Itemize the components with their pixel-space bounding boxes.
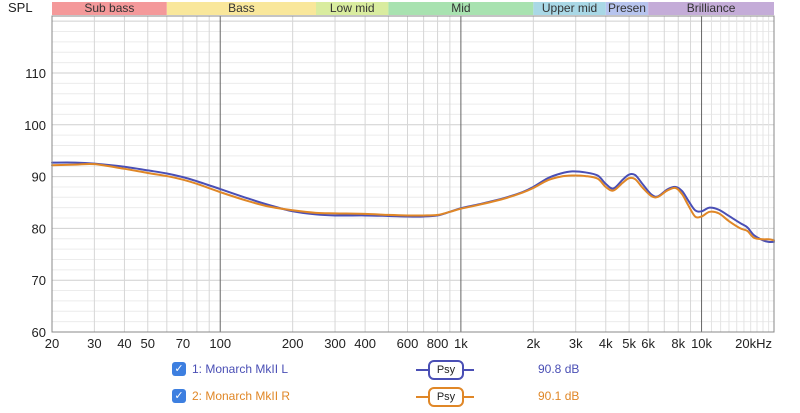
y-tick-label: 100 — [24, 118, 46, 133]
x-tick-label: 70 — [176, 336, 190, 351]
band-5 — [605, 2, 649, 15]
grid — [51, 16, 775, 333]
band-label: Sub bass — [84, 1, 134, 15]
psy-button[interactable]: Psy — [428, 360, 464, 380]
series-lines — [51, 161, 775, 243]
series-name[interactable]: 1: Monarch MkII L — [192, 362, 289, 376]
band-6 — [648, 2, 774, 15]
band-4 — [533, 2, 606, 15]
band-label: Presen — [608, 1, 646, 15]
band-label: Low mid — [330, 1, 375, 15]
band-3 — [388, 2, 534, 15]
band-0 — [52, 2, 167, 15]
x-tick-label: 3k — [569, 336, 583, 351]
series-value: 90.1 dB — [538, 389, 580, 403]
band-label: Bass — [228, 1, 255, 15]
frequency-bands: Sub bass Bass Low mid Mid Upper mid Presen Bri… — [52, 1, 774, 15]
band-2 — [315, 2, 389, 15]
x-tick-label: 40 — [117, 336, 131, 351]
x-tick-label: 2k — [526, 336, 540, 351]
x-tick-label: 200 — [282, 336, 304, 351]
y-tick-label: 110 — [25, 66, 46, 81]
y-tick-label: 70 — [32, 273, 46, 288]
x-tick-label: 20 — [45, 336, 59, 351]
legend-row-1[interactable]: ✓ 1: Monarch MkII L Psy 90.8 dB — [172, 360, 602, 380]
axes: 60 70 80 90 100 110 20 30 40 50 70 100 200 300 400 600 8… — [24, 66, 772, 351]
x-tick-label: 20kHz — [735, 336, 772, 351]
x-tick-label: 10k — [691, 336, 712, 351]
y-tick-label: 60 — [32, 325, 46, 340]
checkbox-icon[interactable]: ✓ — [172, 389, 186, 403]
x-tick-label: 30 — [87, 336, 101, 351]
y-tick-label: 80 — [32, 221, 46, 236]
y-tick-label: 90 — [32, 170, 46, 185]
legend-row-2[interactable]: ✓ 2: Monarch MkII R Psy 90.1 dB — [172, 387, 602, 407]
band-1 — [166, 2, 316, 15]
x-tick-label: 1k — [454, 336, 468, 351]
x-tick-label: 8k — [671, 336, 685, 351]
series-line-1 — [51, 161, 775, 243]
x-tick-label: 600 — [397, 336, 419, 351]
checkbox-icon[interactable]: ✓ — [172, 362, 186, 376]
series-line-2 — [51, 162, 775, 242]
band-label: Upper mid — [542, 1, 597, 15]
band-label: Brilliance — [687, 1, 736, 15]
x-tick-label: 100 — [209, 336, 231, 351]
series-value: 90.8 dB — [538, 362, 580, 376]
plot-border — [51, 15, 775, 333]
x-tick-label: 50 — [141, 336, 155, 351]
x-tick-label: 6k — [641, 336, 655, 351]
x-tick-label: 400 — [354, 336, 376, 351]
x-tick-label: 300 — [324, 336, 346, 351]
x-tick-label: 4k — [599, 336, 613, 351]
x-tick-label: 5k — [622, 336, 636, 351]
series-name[interactable]: 2: Monarch MkII R — [192, 389, 291, 403]
y-axis-label: SPL — [8, 0, 33, 15]
psy-button[interactable]: Psy — [428, 387, 464, 407]
x-tick-label: 800 — [427, 336, 449, 351]
band-label: Mid — [451, 1, 470, 15]
